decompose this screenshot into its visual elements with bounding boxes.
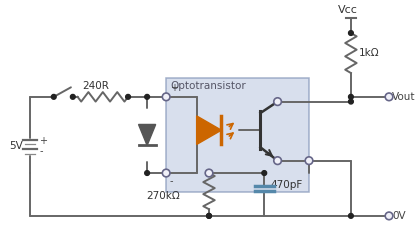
Circle shape: [349, 31, 353, 35]
Text: 270kΩ: 270kΩ: [147, 191, 181, 201]
Circle shape: [207, 214, 211, 218]
Circle shape: [126, 94, 131, 99]
Circle shape: [162, 169, 170, 177]
Circle shape: [349, 214, 353, 218]
Text: -: -: [40, 146, 43, 156]
Polygon shape: [138, 124, 156, 146]
Circle shape: [205, 169, 213, 177]
Circle shape: [349, 94, 353, 99]
Text: 470pF: 470pF: [271, 180, 303, 190]
Text: Optotransistor: Optotransistor: [170, 81, 246, 91]
Circle shape: [207, 214, 211, 218]
Circle shape: [70, 94, 75, 99]
Text: +: +: [170, 83, 178, 93]
Circle shape: [349, 99, 353, 104]
Text: 240R: 240R: [82, 81, 109, 91]
Circle shape: [51, 94, 56, 99]
Circle shape: [274, 157, 281, 164]
Text: 5V: 5V: [9, 141, 23, 151]
Text: Vout: Vout: [392, 92, 415, 102]
Circle shape: [162, 93, 170, 101]
Text: 1kΩ: 1kΩ: [359, 48, 379, 58]
Circle shape: [274, 98, 281, 105]
Circle shape: [385, 212, 393, 220]
Text: +: +: [40, 136, 48, 146]
Polygon shape: [197, 116, 221, 144]
Circle shape: [145, 94, 149, 99]
Circle shape: [145, 171, 149, 175]
Text: 0V: 0V: [392, 211, 405, 221]
Bar: [166, 78, 309, 192]
Circle shape: [385, 93, 393, 101]
Circle shape: [305, 157, 313, 164]
Text: Vcc: Vcc: [338, 5, 357, 15]
Circle shape: [262, 171, 266, 175]
Text: -: -: [170, 176, 173, 186]
